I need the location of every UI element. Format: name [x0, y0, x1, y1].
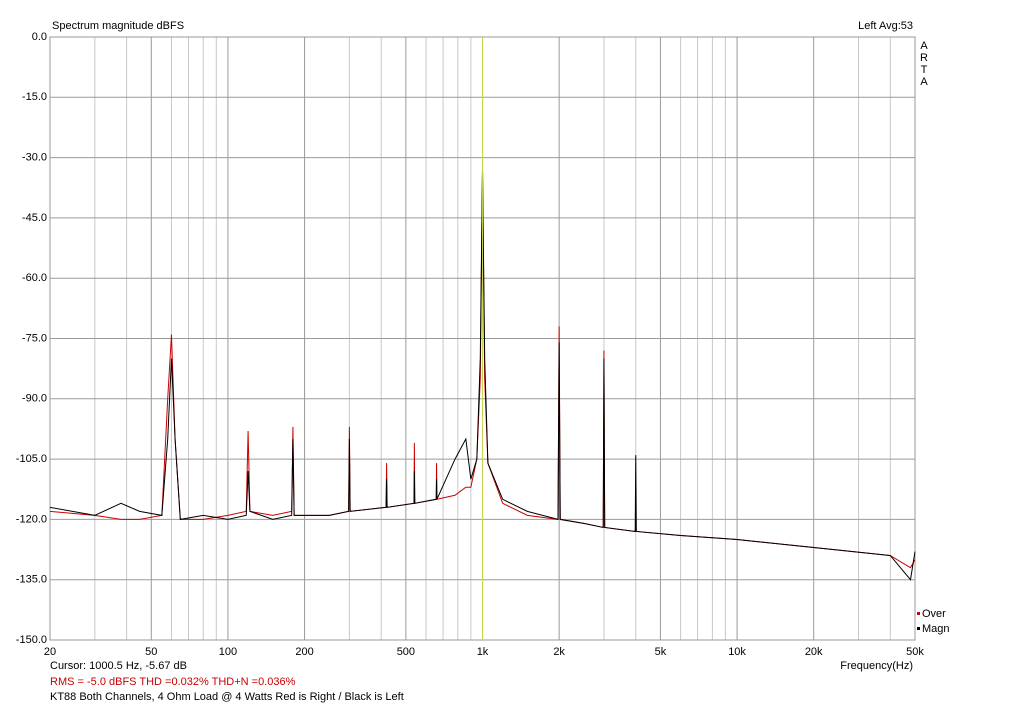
stats-text: RMS = -5.0 dBFS THD =0.032% THD+N =0.036…	[50, 676, 296, 688]
legend-swatch	[917, 612, 920, 615]
x-tick-label: 50k	[906, 646, 924, 658]
chart-title: Spectrum magnitude dBFS	[52, 20, 184, 32]
x-tick-label: 20	[44, 646, 56, 658]
x-tick-label: 1k	[477, 646, 489, 658]
x-tick-label: 50	[145, 646, 157, 658]
brand: ARTA	[918, 40, 930, 88]
y-tick-label: -75.0	[22, 332, 47, 344]
y-tick-label: -15.0	[22, 91, 47, 103]
x-tick-label: 5k	[655, 646, 667, 658]
y-tick-label: -105.0	[16, 453, 47, 465]
y-tick-label: -135.0	[16, 574, 47, 586]
series-line	[49, 169, 916, 581]
x-tick-label: 100	[219, 646, 237, 658]
y-tick-label: -45.0	[22, 212, 47, 224]
note: KT88 Both Channels, 4 Ohm Load @ 4 Watts…	[50, 691, 404, 703]
legend-label: Magn	[922, 623, 950, 635]
y-tick-label: -150.0	[16, 634, 47, 646]
y-tick-label: -90.0	[22, 393, 47, 405]
legend-swatch	[917, 627, 920, 630]
x-tick-label: 2k	[553, 646, 565, 658]
y-tick-label: -60.0	[22, 272, 47, 284]
x-tick-label: 10k	[728, 646, 746, 658]
legend-label: Over	[922, 608, 946, 620]
cursor-text: Cursor: 1000.5 Hz, -5.67 dB	[50, 660, 187, 672]
x-tick-label: 200	[295, 646, 313, 658]
x-axis-label: Frequency(Hz)	[840, 660, 913, 672]
status: Left Avg:53	[858, 20, 913, 32]
x-tick-label: 20k	[805, 646, 823, 658]
y-tick-label: -30.0	[22, 152, 47, 164]
y-tick-label: -120.0	[16, 513, 47, 525]
x-tick-label: 500	[397, 646, 415, 658]
y-tick-label: 0.0	[32, 31, 47, 43]
